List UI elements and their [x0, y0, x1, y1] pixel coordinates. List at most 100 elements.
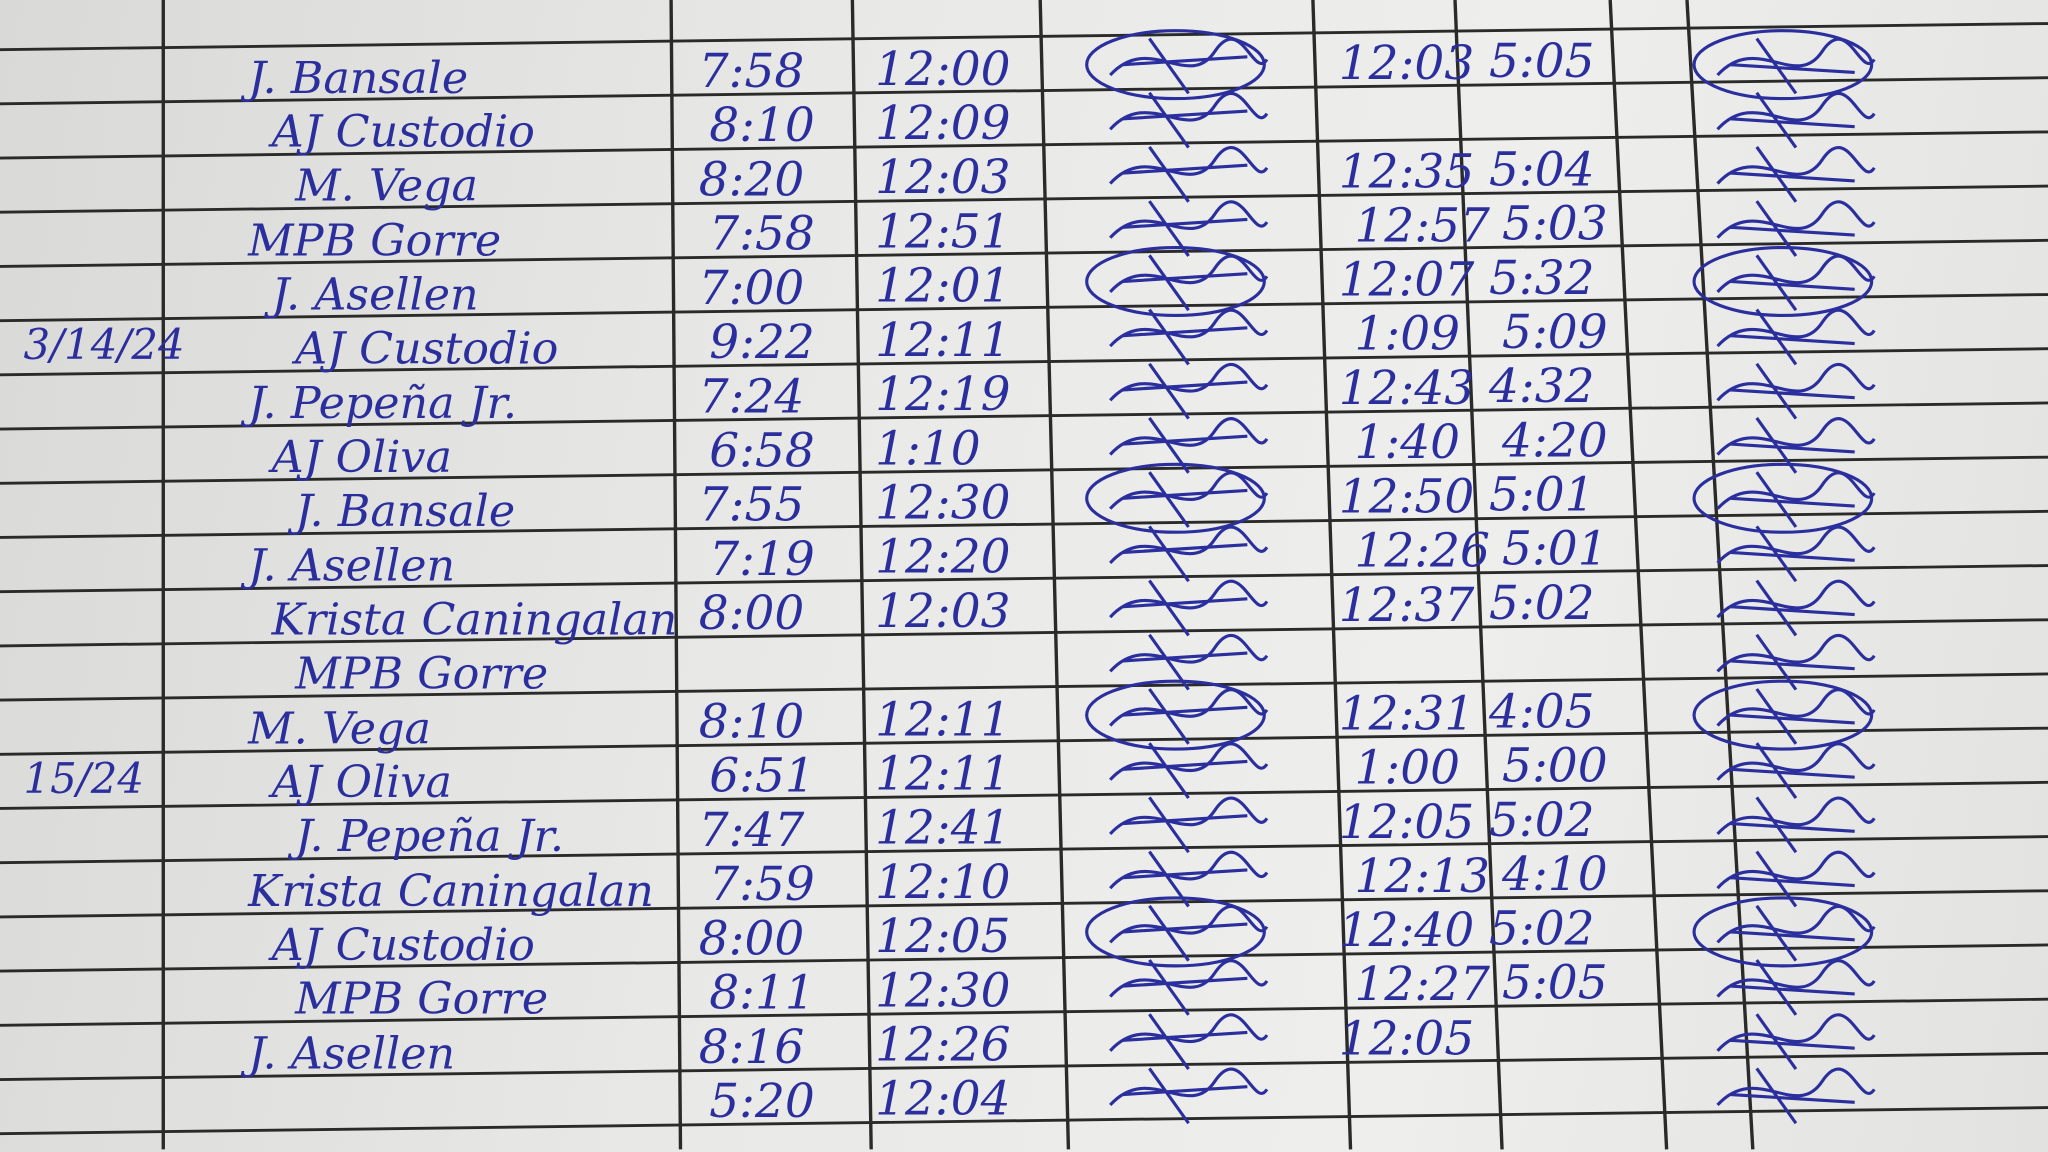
time-in-pm: 12:57 [1354, 198, 1490, 253]
time-out-pm: 5:03 [1502, 196, 1608, 251]
employee-name: AJ Custodio [268, 920, 535, 971]
signature-loop [1085, 896, 1266, 968]
log-row: AJ Oliva 6:51 12:11 1:00 5:00 [268, 738, 1876, 808]
time-out-am: 12:30 [875, 475, 1011, 530]
time-out-am: 12:11 [875, 746, 1011, 801]
column-divider [1311, 0, 1353, 1150]
signature-loop [1692, 462, 1874, 534]
ruled-line [0, 889, 2048, 919]
time-in-am: 7:24 [699, 369, 805, 424]
ruled-line [0, 780, 2048, 810]
employee-name: AJ Custodio [291, 323, 558, 374]
time-out-pm: 5:32 [1489, 251, 1595, 306]
ruled-line [0, 22, 2048, 52]
signature-mark [1109, 525, 1269, 583]
signature-mark [1716, 471, 1876, 528]
signature-mark [1716, 1067, 1876, 1125]
time-out-pm: 4:05 [1488, 684, 1595, 739]
log-row: AJ Custodio 9:22 12:11 1:09 5:09 [291, 305, 1876, 374]
time-in-pm: 12:43 [1339, 361, 1475, 416]
column-divider [850, 0, 873, 1150]
time-out-pm: 5:02 [1489, 901, 1595, 956]
time-out-am: 12:04 [875, 1072, 1011, 1127]
column-divider [1453, 0, 1504, 1150]
time-in-am: 7:19 [709, 532, 815, 587]
time-in-am: 8:16 [699, 1020, 805, 1075]
log-row: Krista Caningalan 7:59 12:10 12:13 4:10 [247, 847, 1876, 917]
column-divider [669, 0, 683, 1150]
log-row: AJ Oliva 6:58 1:10 1:40 4:20 [268, 413, 1876, 483]
employee-name: J. Asellen [264, 269, 479, 320]
ruled-line [0, 1051, 2048, 1081]
signature-mark [1109, 254, 1269, 312]
log-row: Krista Caningalan 8:00 12:03 12:37 5:02 [271, 576, 1876, 646]
ruled-line [0, 1106, 2048, 1136]
ruled-line [0, 455, 2048, 485]
time-in-pm: 12:26 [1354, 524, 1490, 579]
signature-mark [1109, 362, 1269, 420]
log-row: MPB Gorre 8:11 12:30 12:27 5:05 [294, 955, 1876, 1025]
signature-mark [1109, 579, 1269, 637]
signature-mark [1716, 959, 1876, 1016]
time-out-am: 12:05 [875, 909, 1011, 964]
signature-mark [1716, 37, 1876, 95]
signature-loop [1692, 245, 1874, 317]
time-in-am: 7:59 [709, 857, 815, 912]
employee-name: J. Bansale [287, 486, 515, 537]
signature-mark [1716, 308, 1876, 366]
log-row: J. Asellen 7:19 12:20 12:26 5:01 [240, 522, 1876, 592]
time-out-am: 12:03 [875, 584, 1011, 639]
time-in-am: 6:51 [709, 749, 815, 804]
time-in-pm: 12:37 [1339, 578, 1475, 633]
ruled-line [0, 997, 2048, 1027]
time-out-pm: 5:09 [1502, 305, 1608, 360]
time-out-am: 12:11 [875, 692, 1011, 747]
signature-mark [1109, 471, 1269, 528]
employee-name: J. Asellen [240, 541, 455, 592]
signature-loop [1085, 462, 1266, 534]
employee-name: AJ Oliva [268, 757, 452, 808]
time-in-am: 8:20 [699, 152, 805, 207]
signature-mark [1109, 688, 1269, 745]
signature-mark [1716, 254, 1876, 312]
time-out-am: 12:19 [875, 367, 1011, 422]
signature-loop [1692, 896, 1874, 968]
column-divider [1038, 0, 1071, 1150]
time-in-am: 7:58 [699, 44, 805, 99]
time-in-am: 7:00 [699, 261, 805, 316]
ruled-line [0, 672, 2048, 702]
signature-loop [1692, 29, 1874, 101]
employee-name: J. Pepeña Jr. [287, 811, 564, 862]
log-row: J. Bansale 7:58 12:00 12:03 5:05 [240, 29, 1876, 104]
employee-name: MPB Gorre [247, 215, 501, 266]
time-out-pm: 5:05 [1489, 34, 1595, 89]
signature-loop [1085, 245, 1266, 317]
log-row: J. Asellen 8:16 12:26 12:05 [240, 1012, 1876, 1080]
signature-mark [1716, 904, 1876, 962]
signature-mark [1109, 742, 1269, 799]
time-out-pm: 4:10 [1501, 847, 1608, 902]
employee-name: AJ Oliva [268, 432, 452, 483]
log-row: J. Pepeña Jr. 7:24 12:19 12:43 4:32 [240, 359, 1876, 429]
signature-mark [1716, 362, 1876, 420]
time-out-am: 12:26 [875, 1018, 1011, 1073]
time-out-am: 12:09 [875, 96, 1011, 151]
log-row: AJ Custodio 8:10 12:09 [268, 91, 1876, 158]
time-out-pm: 4:20 [1501, 413, 1608, 468]
employee-name: J. Pepeña Jr. [240, 378, 517, 429]
time-out-pm: 5:02 [1489, 793, 1595, 848]
time-in-pm: 12:35 [1339, 144, 1475, 199]
time-in-am: 9:22 [709, 315, 815, 370]
signature-loop [1085, 29, 1266, 101]
signature-mark [1716, 1013, 1876, 1070]
time-out-pm: 4:32 [1488, 359, 1595, 414]
column-dividers [161, 0, 1755, 1150]
time-out-pm: 5:01 [1502, 522, 1608, 577]
employee-name: M. Vega [247, 703, 431, 754]
time-out-am: 12:41 [875, 801, 1011, 856]
signature-mark [1716, 688, 1876, 745]
time-out-am: 12:20 [875, 530, 1011, 585]
ruled-line [0, 184, 2048, 214]
signature-mark [1109, 959, 1269, 1016]
